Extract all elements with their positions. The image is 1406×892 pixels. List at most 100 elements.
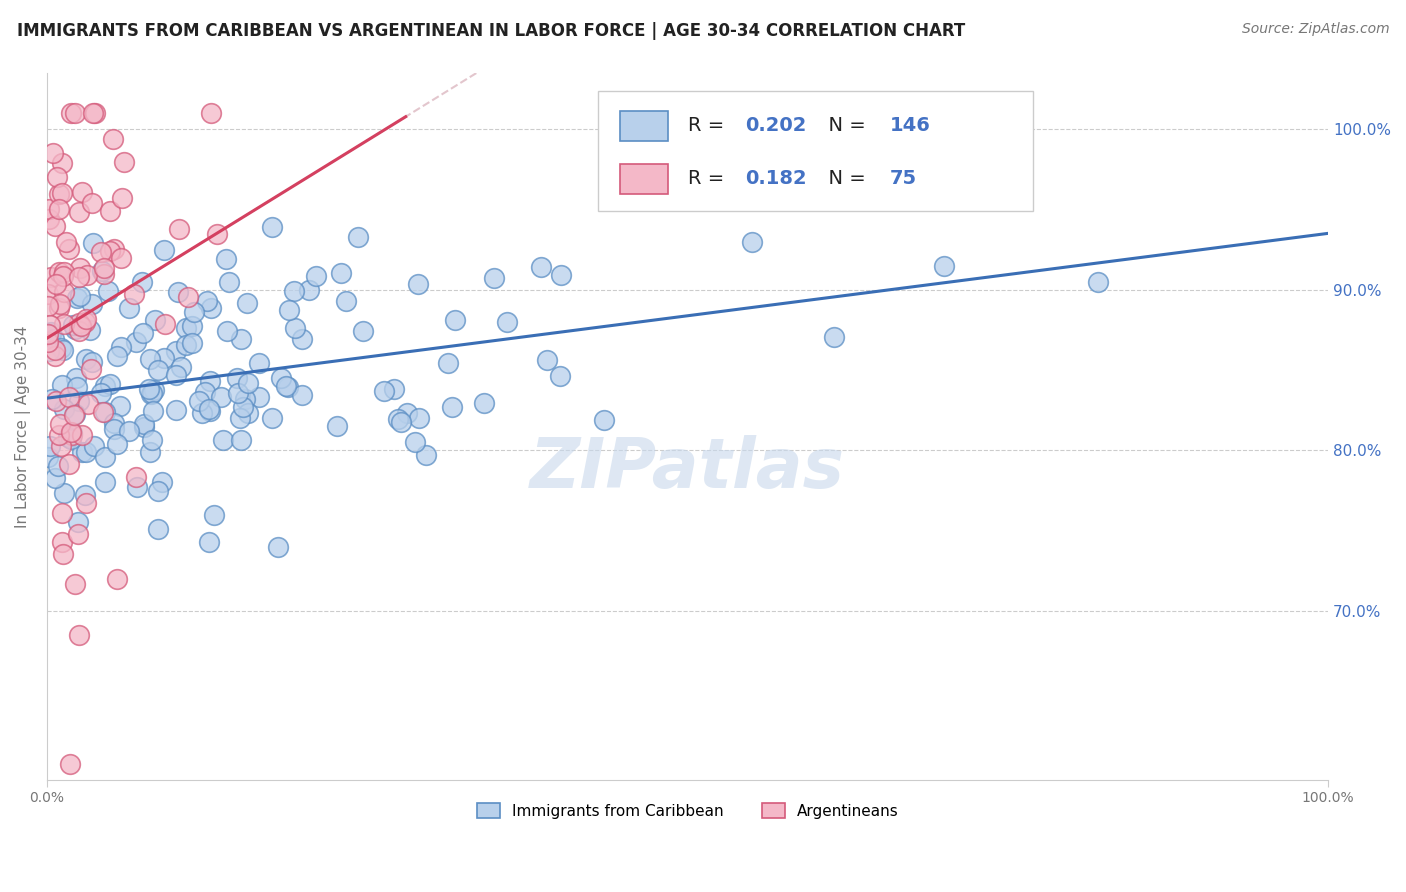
Point: [52, 547, 75, 561]
Point: [48, 265, 70, 279]
Point: [131, 275, 153, 289]
Point: [38, 202, 60, 216]
Point: [39, 270, 62, 285]
Point: [284, 321, 307, 335]
Point: [48, 427, 70, 442]
Point: [125, 470, 148, 484]
Point: [335, 294, 357, 309]
Point: [276, 379, 298, 393]
Point: [389, 415, 412, 429]
Point: [262, 411, 284, 425]
Point: [103, 132, 125, 146]
Point: [48, 301, 70, 316]
Point: [44, 219, 66, 233]
Point: [51, 156, 73, 170]
Point: [44, 343, 66, 357]
Text: 0.202: 0.202: [745, 117, 807, 136]
Point: [49, 341, 72, 355]
Point: [278, 303, 301, 318]
Text: 0.182: 0.182: [745, 169, 807, 188]
Point: [132, 417, 155, 432]
Point: [198, 404, 221, 418]
Point: [305, 269, 328, 284]
Point: [65, 371, 87, 385]
Point: [75, 496, 97, 510]
Point: [444, 313, 467, 327]
Point: [283, 284, 305, 298]
Point: [45, 394, 67, 409]
Point: [932, 259, 955, 273]
Text: R =: R =: [688, 117, 730, 136]
Point: [111, 191, 134, 205]
Point: [298, 283, 321, 297]
Point: [39, 327, 62, 342]
Point: [94, 475, 117, 489]
Y-axis label: In Labor Force | Age 30-34: In Labor Force | Age 30-34: [15, 325, 31, 527]
Point: [142, 404, 165, 418]
Point: [472, 396, 495, 410]
Point: [146, 523, 169, 537]
Point: [58, 243, 80, 257]
Point: [51, 378, 73, 392]
FancyBboxPatch shape: [598, 91, 1033, 211]
Point: [233, 392, 256, 406]
Point: [152, 244, 174, 258]
Point: [94, 405, 117, 419]
Point: [270, 371, 292, 385]
Point: [387, 412, 409, 426]
Point: [143, 313, 166, 327]
Point: [96, 284, 118, 298]
Point: [415, 448, 437, 462]
Point: [408, 277, 430, 292]
Point: [75, 314, 97, 328]
Point: [63, 408, 86, 422]
Point: [90, 385, 112, 400]
Point: [195, 293, 218, 308]
Point: [142, 383, 165, 397]
Point: [48, 297, 70, 311]
Point: [167, 222, 190, 236]
Text: R =: R =: [688, 169, 730, 188]
Point: [52, 269, 75, 284]
Point: [437, 356, 460, 370]
Point: [63, 576, 86, 591]
Point: [46, 170, 69, 185]
Point: [77, 397, 100, 411]
Point: [60, 425, 83, 440]
Point: [98, 377, 121, 392]
Point: [67, 316, 90, 330]
Point: [60, 427, 83, 442]
Point: [82, 236, 104, 251]
Point: [66, 380, 89, 394]
Point: [63, 409, 86, 423]
Point: [236, 405, 259, 419]
Point: [352, 324, 374, 338]
Point: [262, 219, 284, 234]
Point: [326, 419, 349, 434]
Point: [84, 106, 107, 120]
Point: [197, 535, 219, 549]
Point: [38, 343, 60, 358]
Point: [118, 301, 141, 316]
Text: ZIPatlas: ZIPatlas: [530, 435, 845, 502]
Point: [93, 450, 115, 464]
Point: [108, 399, 131, 413]
Point: [215, 252, 238, 266]
Point: [66, 291, 89, 305]
Point: [80, 297, 103, 311]
Point: [150, 475, 173, 489]
Point: [529, 260, 551, 275]
Point: [194, 384, 217, 399]
Point: [103, 242, 125, 256]
Point: [247, 390, 270, 404]
Point: [118, 424, 141, 438]
Point: [592, 413, 614, 427]
Point: [536, 353, 558, 368]
FancyBboxPatch shape: [620, 164, 668, 194]
Point: [49, 417, 72, 431]
Text: 75: 75: [890, 169, 917, 188]
Point: [103, 421, 125, 435]
Point: [231, 332, 253, 346]
Point: [276, 378, 298, 392]
Point: [93, 267, 115, 281]
